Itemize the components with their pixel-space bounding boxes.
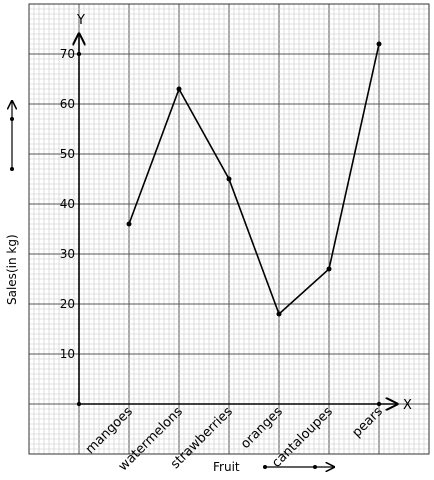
x-axis-label-arrow — [263, 465, 334, 469]
y-tick-label: 10 — [60, 347, 75, 361]
axes — [77, 34, 397, 406]
y-tick-label: 30 — [60, 247, 75, 261]
y-axis-letter: Y — [76, 13, 85, 28]
y-tick-label: 50 — [60, 147, 75, 161]
data-point — [226, 176, 232, 182]
series-line — [126, 41, 382, 317]
x-axis-letter: X — [403, 398, 412, 413]
y-tick-label: 20 — [60, 297, 75, 311]
y-axis-end-dot — [76, 51, 82, 57]
y-axis-label: Sales(in kg) — [5, 234, 19, 305]
y-tick-label: 70 — [60, 47, 75, 61]
x-axis-end-dot — [376, 401, 382, 407]
origin-dot — [76, 401, 82, 407]
data-point — [376, 41, 382, 47]
data-point — [326, 266, 332, 272]
grid — [28, 3, 430, 455]
y-axis-label-arrow — [10, 101, 14, 171]
data-point — [176, 86, 182, 92]
data-point — [276, 311, 282, 317]
x-axis-label: Fruit — [213, 460, 240, 474]
y-tick-labels: 10 20 30 40 50 60 70 — [60, 47, 75, 361]
series-line-path — [128, 43, 380, 316]
plot-border — [28, 3, 430, 455]
x-tick-label: pears — [350, 404, 386, 440]
data-point — [126, 221, 132, 227]
y-tick-label: 60 — [60, 97, 75, 111]
y-tick-label: 40 — [60, 197, 75, 211]
